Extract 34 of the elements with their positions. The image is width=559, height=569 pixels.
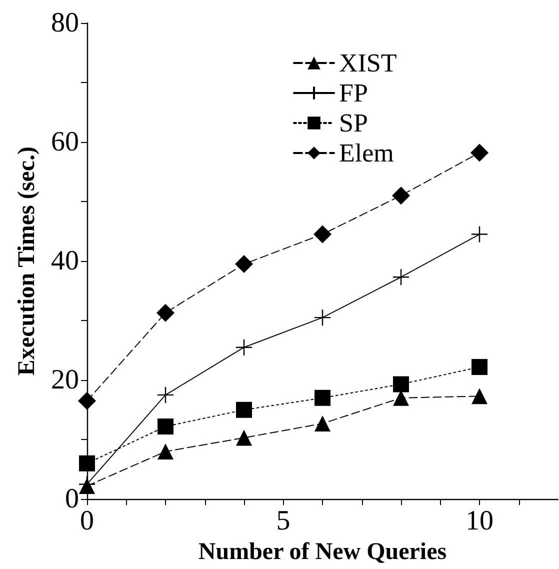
legend-label: SP	[339, 108, 368, 138]
point	[470, 144, 488, 162]
point	[235, 338, 253, 356]
y-tick-label: 80	[51, 8, 79, 38]
legend-label: XIST	[339, 48, 397, 78]
point	[314, 225, 332, 244]
point	[472, 388, 488, 404]
y-tick-label: 20	[51, 364, 79, 396]
point	[236, 430, 252, 446]
point	[392, 268, 410, 286]
point	[78, 392, 96, 410]
y-tick-label: 0	[65, 484, 79, 515]
point	[158, 418, 174, 434]
y-axis-title: Execution Times (sec.)	[14, 146, 40, 376]
point	[235, 255, 253, 274]
point	[158, 443, 174, 460]
point	[392, 186, 410, 205]
x-tick-label: 5	[276, 506, 290, 537]
point	[470, 226, 488, 243]
y-tick-label: 60	[51, 126, 79, 158]
point	[472, 358, 488, 375]
point	[314, 308, 332, 326]
point	[79, 455, 95, 472]
point	[156, 304, 174, 322]
point	[393, 376, 409, 392]
x-axis-title: Number of New Queries	[198, 539, 447, 565]
y-tick-label: 40	[51, 246, 79, 277]
point	[236, 402, 252, 418]
point	[314, 416, 330, 432]
point	[156, 386, 174, 404]
legend-label: FP	[339, 78, 368, 108]
x-tick-label: 10	[466, 506, 494, 537]
point	[314, 390, 330, 406]
legend-label: Elem	[339, 138, 394, 168]
